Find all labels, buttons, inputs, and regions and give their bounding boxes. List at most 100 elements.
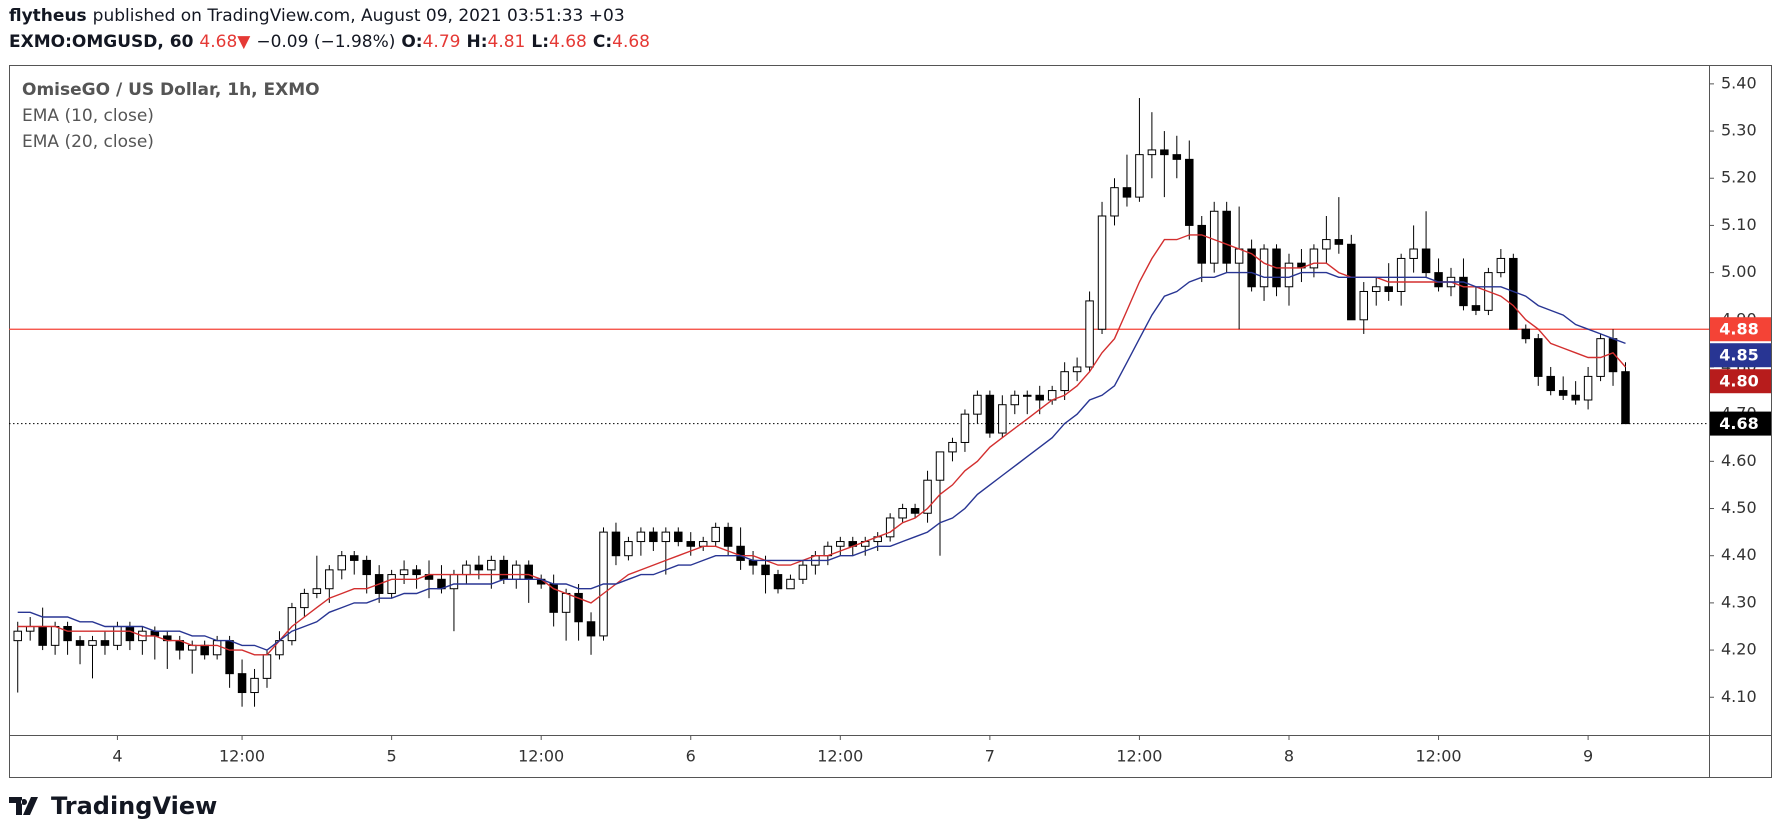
candle-body <box>1509 257 1518 330</box>
candle-body <box>1347 243 1356 321</box>
publish-line: flytheus published on TradingView.com, Au… <box>9 6 625 26</box>
candle-body <box>524 564 533 580</box>
candle-body <box>1110 187 1119 217</box>
candle-body <box>349 555 359 561</box>
candle-body <box>923 479 932 514</box>
price-badge <box>1710 317 1771 342</box>
y-tick-label: 4.50 <box>1721 498 1757 517</box>
candle-body <box>948 441 957 453</box>
candle-body <box>624 541 633 557</box>
c: 4.68 <box>612 32 650 52</box>
y-tick-label: 4.60 <box>1721 451 1757 470</box>
author: flytheus <box>9 6 87 26</box>
candle-body <box>674 531 683 543</box>
candle-body <box>100 640 110 646</box>
candle-body <box>1496 257 1506 274</box>
ema-line <box>17 271 1626 651</box>
candle-body <box>960 413 970 443</box>
candle-body <box>985 394 995 434</box>
candle-body <box>1147 149 1157 156</box>
ema-line <box>17 234 1627 656</box>
logo-icon <box>9 797 38 815</box>
candle-body <box>698 541 708 547</box>
candle-body <box>649 531 658 543</box>
candle-body <box>1160 149 1169 156</box>
candle-body <box>462 564 471 576</box>
candle-body <box>1222 210 1231 264</box>
x-tick-label: 5 <box>387 747 397 766</box>
candle-body <box>1259 248 1269 288</box>
candle-body <box>362 559 371 576</box>
candle-body <box>13 630 22 642</box>
candle-body <box>1172 154 1182 160</box>
change: −0.09 (−1.98%) <box>256 32 396 52</box>
candle-body <box>1209 210 1219 264</box>
candle-body <box>1521 328 1531 340</box>
candle-body <box>250 677 259 694</box>
logo: TradingView <box>9 792 217 820</box>
candle-body <box>1583 375 1593 401</box>
candle-body <box>387 574 396 594</box>
candle-body <box>63 625 72 642</box>
candle-body <box>1334 239 1344 245</box>
y-tick-label: 5.30 <box>1721 121 1757 140</box>
candle-body <box>125 625 135 642</box>
l-label: L: <box>531 32 549 52</box>
candle-body <box>1534 338 1543 377</box>
candle-body <box>225 640 234 675</box>
candle-body <box>935 451 945 481</box>
legend-entry: EMA (20, close) <box>22 132 154 152</box>
candle-body <box>1621 371 1630 425</box>
x-tick-label: 12:00 <box>518 747 564 766</box>
candle-body <box>1023 394 1032 397</box>
candle-body <box>1060 371 1069 392</box>
candle-body <box>487 559 496 571</box>
x-tick-label: 7 <box>985 747 995 766</box>
candle-body <box>300 592 309 609</box>
candle-body <box>898 508 907 519</box>
logo-text: TradingView <box>51 792 218 820</box>
arrow: ▼ <box>237 32 251 52</box>
candle-body <box>736 545 745 561</box>
candle-body <box>798 564 808 580</box>
candle-body <box>88 640 97 646</box>
candle-body <box>611 531 621 557</box>
c-label: C: <box>592 32 613 52</box>
candle-body <box>1396 257 1406 292</box>
candle-body <box>1409 248 1418 259</box>
candle-body <box>1085 300 1094 368</box>
candle-body <box>1097 215 1107 330</box>
candle-body <box>998 404 1007 434</box>
o-label: O: <box>401 32 423 52</box>
candle-body <box>262 654 272 679</box>
frame <box>9 65 1772 778</box>
candle-body <box>836 541 845 547</box>
candle-body <box>412 569 421 576</box>
candle-body <box>748 559 758 566</box>
candle-body <box>1322 239 1331 250</box>
candle-body <box>561 592 571 613</box>
candle-body <box>325 569 334 590</box>
candle-body <box>1309 248 1319 269</box>
x-tick-label: 4 <box>112 747 122 766</box>
x-tick-label: 6 <box>686 747 696 766</box>
candle-body <box>636 531 646 543</box>
candle-body <box>312 588 322 594</box>
last: 4.68 <box>199 32 238 52</box>
x-tick-label: 8 <box>1284 747 1294 766</box>
candle-body <box>1384 286 1393 292</box>
candle-body <box>761 564 770 576</box>
price-badge <box>1710 411 1771 436</box>
candle-body <box>1434 272 1443 288</box>
y-tick-label: 5.20 <box>1721 168 1757 187</box>
candle-body <box>1459 276 1468 307</box>
chart-title: OmiseGO / US Dollar, 1h, EXMO <box>22 80 320 100</box>
candle-body <box>786 578 795 590</box>
candle-body <box>1471 305 1481 311</box>
candle-body <box>1010 394 1020 406</box>
candle-body <box>661 531 671 543</box>
price-badge-label: 4.68 <box>1719 414 1758 433</box>
candle-body <box>885 517 895 538</box>
y-tick-label: 4.30 <box>1721 592 1757 611</box>
